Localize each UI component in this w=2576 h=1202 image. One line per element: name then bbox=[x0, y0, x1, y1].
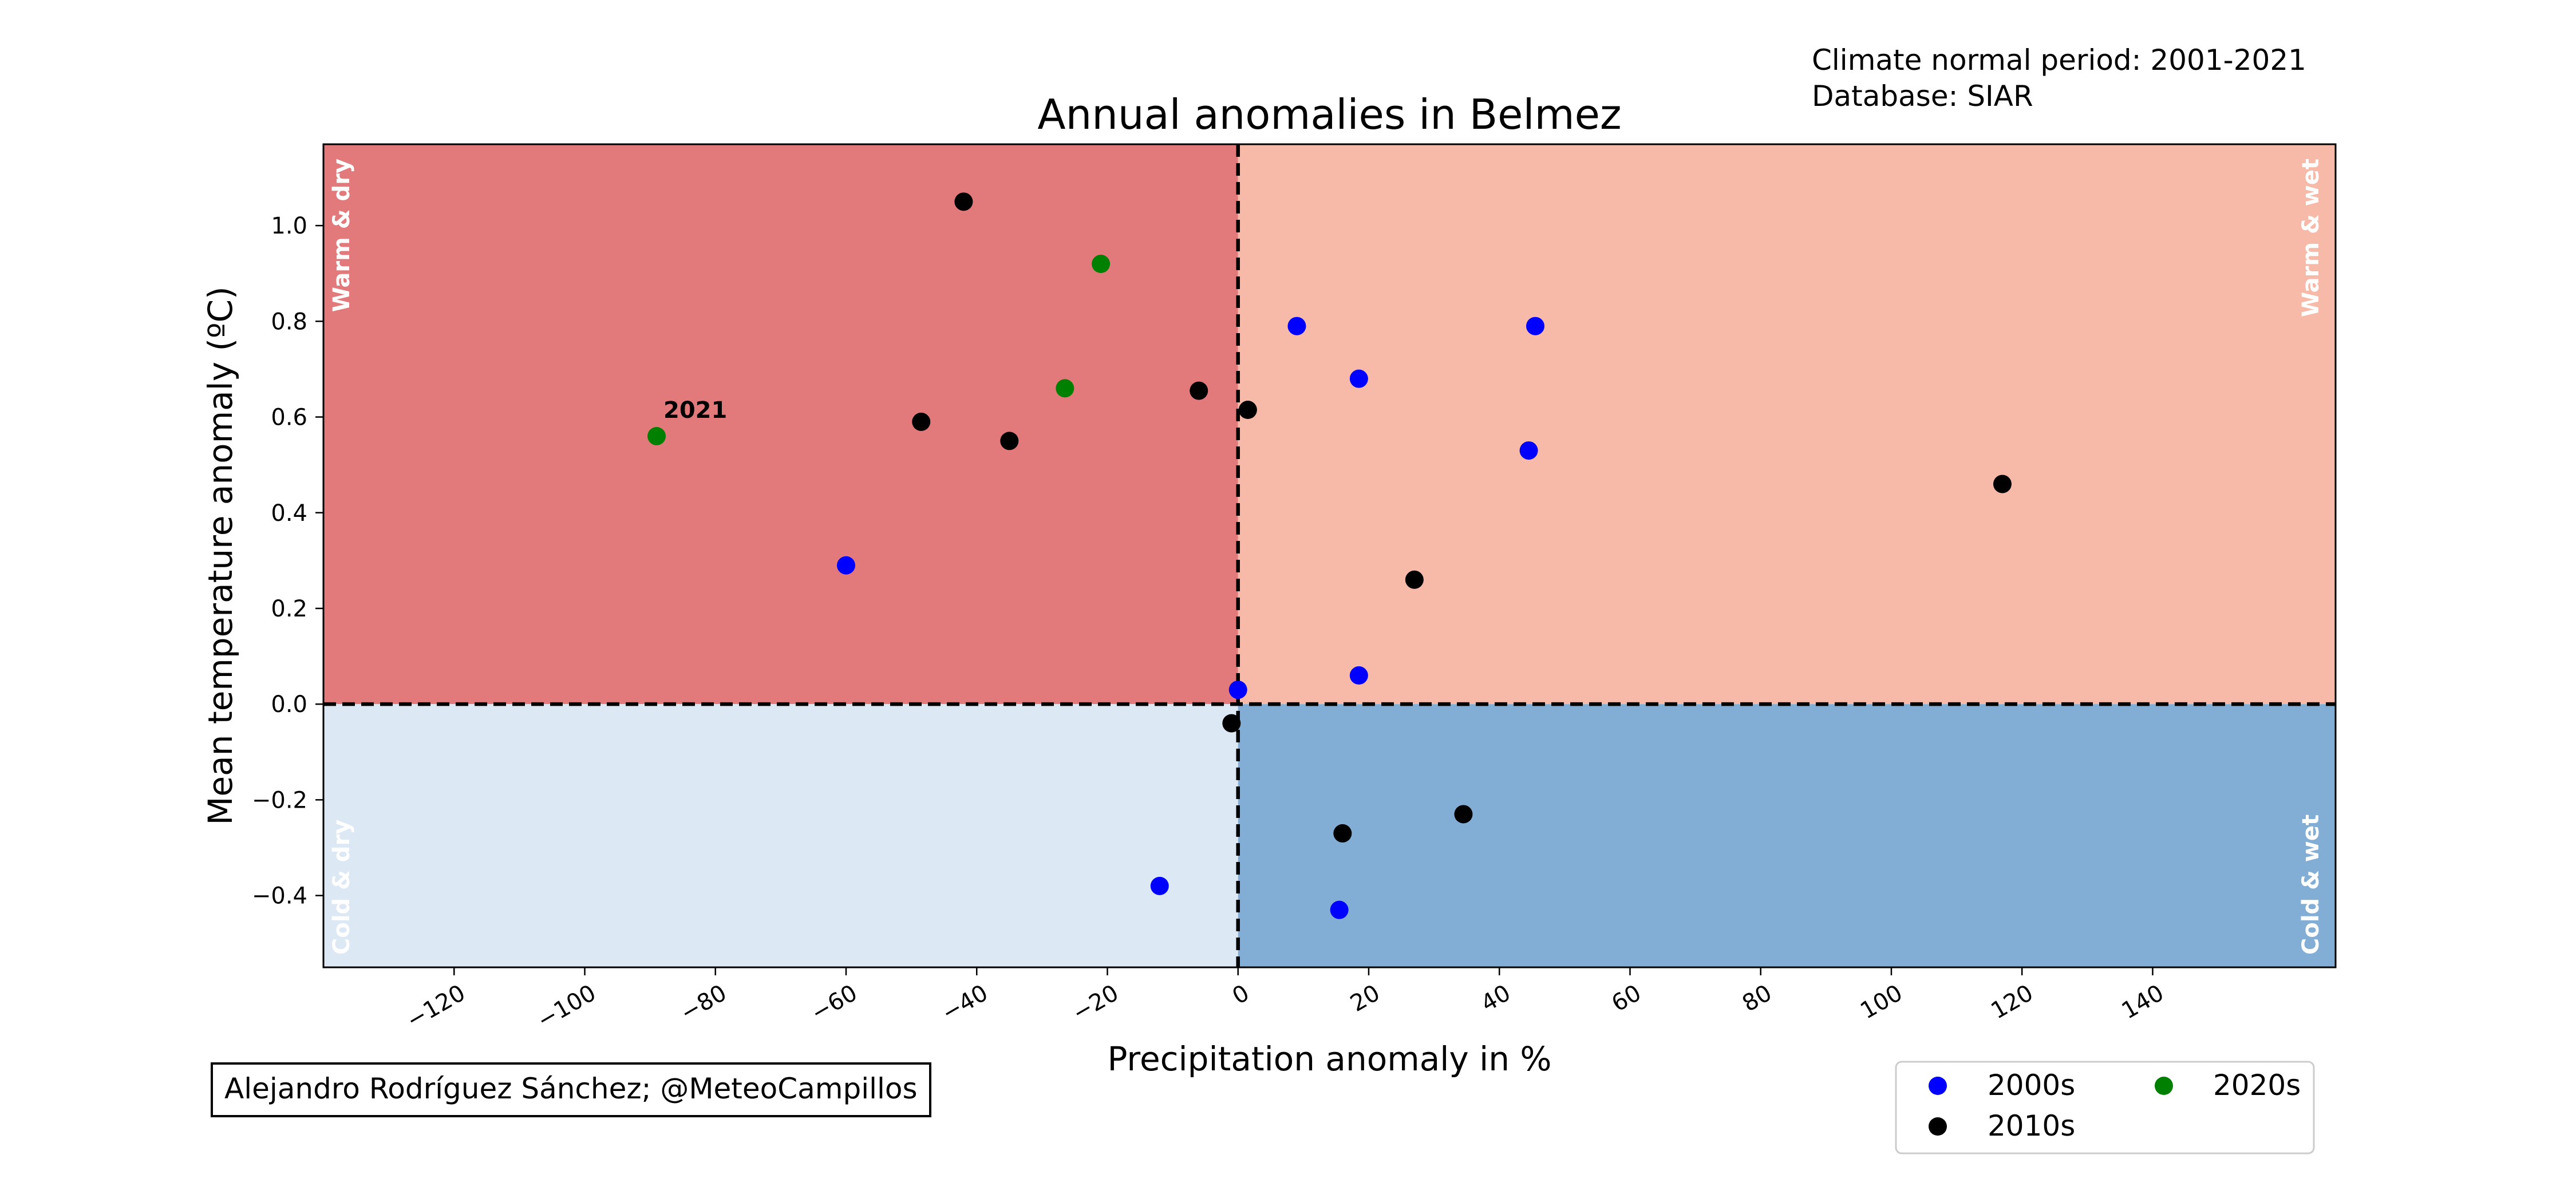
point-2010s-8 bbox=[1222, 714, 1241, 733]
credit-box: Alejandro Rodríguez Sánchez; @MeteoCampi… bbox=[211, 1062, 931, 1117]
point-2000s-9 bbox=[1330, 900, 1349, 919]
legend: 2000s 2010s 2020s bbox=[1895, 1061, 2315, 1154]
quadrant-labels: Warm & dry Warm & wet Cold & dry Cold & wet bbox=[329, 159, 2324, 955]
point-2010s-5 bbox=[1238, 401, 1257, 420]
x-axis-label: Precipitation anomaly in % bbox=[1107, 1039, 1551, 1078]
y-tick-label: 1.0 bbox=[271, 213, 307, 239]
chart-title: Annual anomalies in Belmez bbox=[1037, 90, 1621, 139]
x-tick-label: 0 bbox=[1228, 980, 1254, 1010]
point-2000s-5 bbox=[836, 556, 855, 575]
point-2020s-2 bbox=[1056, 379, 1074, 398]
point-2020s-3 bbox=[647, 426, 666, 445]
info-database: Database: SIAR bbox=[1812, 80, 2033, 113]
quadrant-label-cold-dry: Cold & dry bbox=[329, 820, 355, 955]
x-tick-label: −60 bbox=[807, 980, 862, 1027]
point-2010s-6 bbox=[1993, 475, 2012, 493]
point-2010s-4 bbox=[1190, 381, 1208, 400]
quadrant-warm-wet bbox=[1238, 144, 2336, 705]
point-2010s-10 bbox=[1454, 805, 1473, 824]
x-tick-label: −80 bbox=[676, 980, 731, 1027]
legend-label-2010s: 2010s bbox=[1988, 1109, 2075, 1142]
credit-frame bbox=[211, 1062, 931, 1117]
quadrant-backgrounds bbox=[323, 144, 2336, 967]
zero-reference-lines bbox=[323, 144, 2336, 967]
x-tick-label: 120 bbox=[1986, 980, 2037, 1025]
point-2000s-4 bbox=[1519, 441, 1538, 460]
scatter-points bbox=[647, 192, 2012, 919]
legend-label-2000s: 2000s bbox=[1988, 1069, 2075, 1102]
point-2000s-2 bbox=[1526, 317, 1544, 335]
point-2000s-6 bbox=[1228, 681, 1247, 699]
quadrant-label-warm-dry: Warm & dry bbox=[329, 159, 355, 312]
x-tick-label: 40 bbox=[1477, 980, 1515, 1017]
info-normal-period: Climate normal period: 2001-2021 bbox=[1812, 44, 2306, 77]
y-tick-label: 0.6 bbox=[271, 405, 307, 431]
point-2010s-2 bbox=[912, 412, 931, 431]
point-2000s-1 bbox=[1287, 317, 1306, 335]
point-2000s-8 bbox=[1150, 876, 1169, 895]
y-axis-ticks: −0.4 −0.2 0.0 0.2 0.4 0.6 0.8 1.0 bbox=[252, 213, 323, 910]
credit-text: Alejandro Rodríguez Sánchez; @MeteoCampi… bbox=[224, 1072, 918, 1105]
x-tick-label: 100 bbox=[1856, 980, 1907, 1025]
point-2010s-7 bbox=[1405, 570, 1424, 589]
y-tick-label: −0.4 bbox=[252, 883, 307, 910]
x-tick-label: 60 bbox=[1607, 980, 1646, 1017]
x-tick-label: −20 bbox=[1068, 980, 1123, 1027]
legend-frame bbox=[1895, 1061, 2315, 1154]
point-2000s-7 bbox=[1349, 666, 1368, 685]
point-2000s-3 bbox=[1349, 369, 1368, 388]
y-tick-label: 0.4 bbox=[271, 500, 307, 527]
annotation-1: 2021 bbox=[663, 397, 727, 424]
point-2010s-3 bbox=[1000, 432, 1019, 450]
x-tick-label: −40 bbox=[938, 980, 993, 1027]
annotations: 2021 bbox=[663, 397, 727, 424]
y-axis-label: Mean temperature anomaly (ºC) bbox=[201, 286, 240, 825]
legend-label-2020s: 2020s bbox=[2213, 1069, 2301, 1102]
x-tick-label: −120 bbox=[402, 980, 469, 1034]
y-tick-label: 0.2 bbox=[271, 596, 307, 622]
x-tick-label: 80 bbox=[1738, 980, 1776, 1017]
legend-marker-2010s bbox=[1929, 1117, 1947, 1136]
x-tick-label: −100 bbox=[533, 980, 600, 1034]
legend-marker-2000s bbox=[1929, 1077, 1947, 1095]
x-tick-label: 20 bbox=[1346, 980, 1384, 1017]
quadrant-label-cold-wet: Cold & wet bbox=[2298, 814, 2324, 955]
quadrant-cold-dry bbox=[323, 704, 1238, 967]
x-tick-label: 140 bbox=[2117, 980, 2168, 1025]
y-tick-label: 0.0 bbox=[271, 691, 307, 718]
point-2010s-1 bbox=[954, 192, 973, 211]
axes-frame bbox=[322, 143, 2337, 968]
quadrant-warm-dry bbox=[323, 144, 1238, 705]
point-2010s-9 bbox=[1333, 824, 1352, 843]
x-axis-ticks: −120 −100 −80 −60 −40 −20 0 20 40 60 80 100 120 140 bbox=[402, 967, 2168, 1034]
legend-marker-2020s bbox=[2155, 1077, 2173, 1095]
quadrant-label-warm-wet: Warm & wet bbox=[2298, 159, 2324, 317]
point-2020s-1 bbox=[1092, 255, 1111, 274]
quadrant-cold-wet bbox=[1238, 704, 2336, 967]
y-tick-label: 0.8 bbox=[271, 309, 307, 335]
y-tick-label: −0.2 bbox=[252, 787, 307, 813]
